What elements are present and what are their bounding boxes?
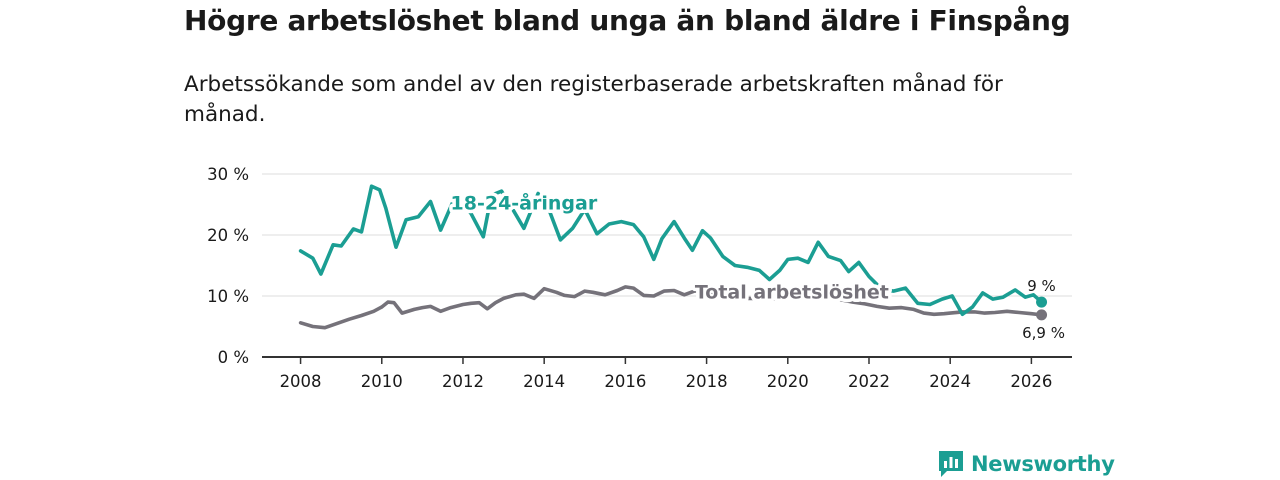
- y-tick-label: 0 %: [218, 348, 249, 367]
- newsworthy-logo: Newsworthy: [937, 449, 1115, 479]
- y-tick-label: 10 %: [207, 287, 249, 306]
- newsworthy-logo-icon: [939, 451, 963, 477]
- x-tick-label: 2020: [767, 372, 809, 391]
- series-label-youth: 18-24-åringar: [451, 190, 598, 214]
- series-end-point-youth: [1036, 296, 1048, 308]
- series-label-halo-total: Total arbetslöshet: [695, 281, 889, 303]
- x-tick-label: 2008: [280, 372, 322, 391]
- series-label-total: Total arbetslöshet: [695, 281, 889, 303]
- y-tick-label: 20 %: [207, 226, 249, 245]
- series-label-halo-youth: 18-24-åringar: [451, 190, 598, 214]
- x-tick-label: 2022: [848, 372, 890, 391]
- series-line-youth: [298, 184, 1044, 317]
- x-tick-label: 2012: [442, 372, 484, 391]
- end-value-total: 6,9 %: [1022, 324, 1065, 342]
- x-tick-label: 2014: [523, 372, 565, 391]
- x-tick-label: 2026: [1010, 372, 1052, 391]
- series-line-total: [298, 285, 1044, 330]
- x-tick-label: 2010: [361, 372, 403, 391]
- x-tick-label: 2024: [929, 372, 971, 391]
- chart-title: Högre arbetslöshet bland unga än bland ä…: [184, 4, 1071, 37]
- newsworthy-logo-text: Newsworthy: [971, 452, 1115, 476]
- line-chart: 0 % 10 % 20 % 30 % 2008 2010 2012 2014 2016 2018 2…: [207, 165, 1072, 391]
- y-tick-label: 30 %: [207, 165, 249, 184]
- x-tick-label: 2016: [604, 372, 646, 391]
- series-end-point-total: [1036, 309, 1048, 321]
- chart-subtitle: Arbetssökande som andel av den registerb…: [184, 72, 1003, 127]
- x-tick-label: 2018: [686, 372, 728, 391]
- end-value-youth: 9 %: [1027, 277, 1056, 295]
